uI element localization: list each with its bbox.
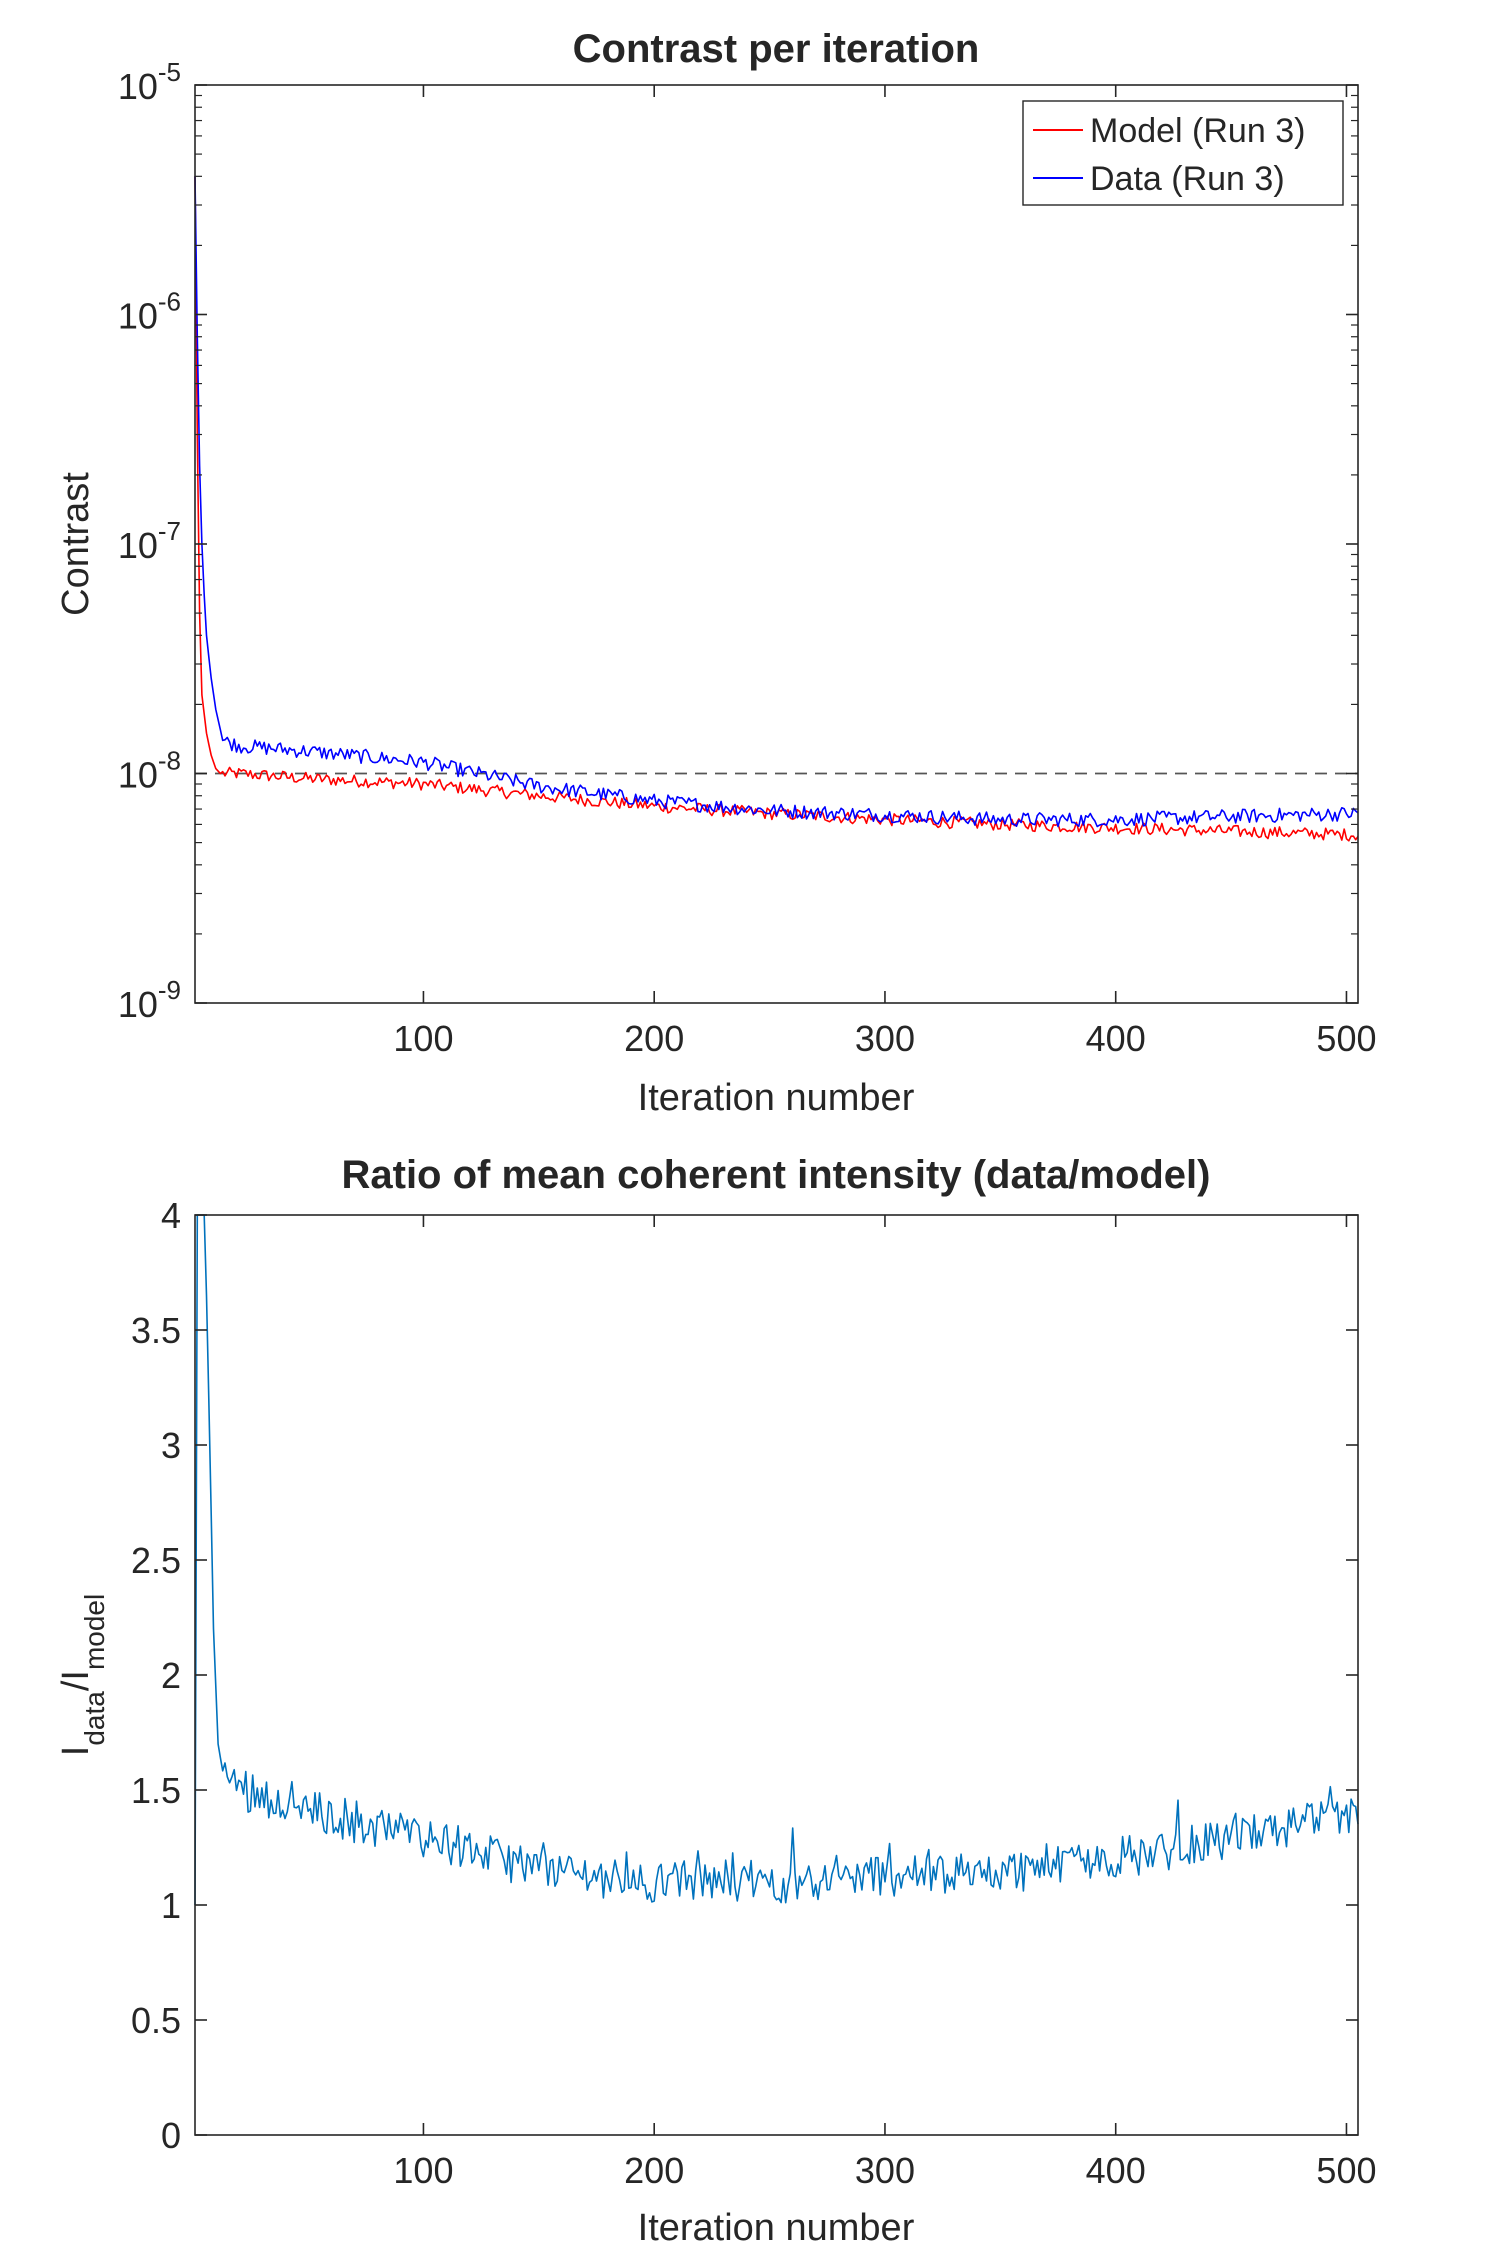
y-tick-label: 2 [161, 1655, 181, 1696]
x-tick-labels: 100 200 300 400 500 [393, 1018, 1376, 1059]
series-line-1 [194, 176, 1359, 842]
y-tick-labels: 10-9 10-8 10-7 10-6 10-5 [118, 57, 181, 1025]
legend-label-model: Model (Run 3) [1090, 112, 1305, 150]
x-tick-label: 200 [624, 2150, 684, 2191]
y-tick-label: 0 [161, 2115, 181, 2156]
plot-area [195, 1215, 1358, 2135]
y-tick-label: 1.5 [131, 1770, 181, 1811]
y-tick-label: 0.5 [131, 2000, 181, 2041]
contrast-chart: Contrast per iteration 100 200 300 400 500 1… [55, 27, 1377, 1119]
chart-title: Contrast per iteration [573, 27, 980, 71]
y-tick-label: 10-5 [118, 57, 181, 107]
x-tick-label: 200 [624, 1018, 684, 1059]
x-tick-label: 300 [855, 1018, 915, 1059]
y-tick-label: 2.5 [131, 1540, 181, 1581]
legend: Model (Run 3) Data (Run 3) [1022, 100, 1344, 206]
x-axis-label: Iteration number [638, 1077, 915, 1119]
y-tick-label: 10-7 [118, 516, 181, 566]
y-tick-label: 3 [161, 1425, 181, 1466]
series-lines [194, 176, 1359, 842]
x-axis-label: Iteration number [638, 2207, 915, 2249]
legend-label-data: Data (Run 3) [1090, 160, 1285, 198]
series-lines [194, 1214, 1359, 1906]
y-tick-labels: 0 0.5 1 1.5 2 2.5 3 3.5 4 [131, 1195, 181, 2156]
y-tick-label: 4 [161, 1195, 181, 1236]
y-tick-label: 10-6 [118, 287, 181, 337]
y-tick-label: 10-8 [118, 746, 181, 796]
x-tick-labels: 100 200 300 400 500 [393, 2150, 1376, 2191]
x-tick-label: 400 [1086, 1018, 1146, 1059]
ticks [195, 1214, 1358, 2136]
series-line-1 [194, 1214, 1359, 1906]
x-tick-label: 300 [855, 2150, 915, 2191]
x-tick-label: 500 [1316, 1018, 1376, 1059]
chart-title: Ratio of mean coherent intensity (data/m… [341, 1153, 1210, 1197]
x-tick-label: 400 [1086, 2150, 1146, 2191]
y-tick-label: 3.5 [131, 1310, 181, 1351]
series-line-2 [194, 176, 1359, 828]
x-tick-label: 100 [393, 2150, 453, 2191]
ticks [195, 84, 1358, 1004]
y-tick-label: 1 [161, 1885, 181, 1926]
x-tick-label: 100 [393, 1018, 453, 1059]
y-tick-label: 10-9 [118, 975, 181, 1025]
x-tick-label: 500 [1316, 2150, 1376, 2191]
ratio-chart: Ratio of mean coherent intensity (data/m… [55, 1153, 1377, 2249]
plot-area [195, 85, 1358, 1003]
y-axis-label: Contrast [55, 472, 97, 616]
legend-box [1022, 100, 1344, 206]
y-axis-label: Idata/Imodel [55, 1594, 110, 1756]
